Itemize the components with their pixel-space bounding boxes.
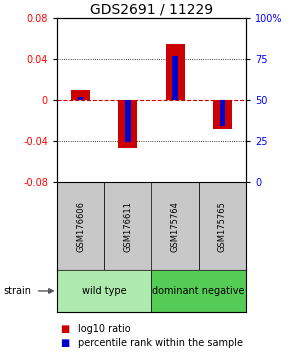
Bar xyxy=(172,56,178,100)
Text: wild type: wild type xyxy=(82,286,127,296)
Text: percentile rank within the sample: percentile rank within the sample xyxy=(78,338,243,348)
Bar xyxy=(104,182,152,270)
Bar xyxy=(57,270,152,312)
Text: log10 ratio: log10 ratio xyxy=(78,324,130,334)
Bar xyxy=(78,97,83,100)
Bar xyxy=(71,90,90,100)
Bar xyxy=(57,182,104,270)
Bar xyxy=(220,100,225,126)
Text: dominant negative: dominant negative xyxy=(152,286,245,296)
Text: ■: ■ xyxy=(60,338,69,348)
Bar xyxy=(125,100,131,142)
Bar xyxy=(213,100,232,129)
Text: GSM176606: GSM176606 xyxy=(76,201,85,252)
Text: GSM175764: GSM175764 xyxy=(171,201,180,252)
Text: ■: ■ xyxy=(60,324,69,334)
Bar xyxy=(118,100,137,148)
Bar xyxy=(152,270,246,312)
Title: GDS2691 / 11229: GDS2691 / 11229 xyxy=(90,2,213,17)
Text: GSM176611: GSM176611 xyxy=(123,201,132,252)
Bar xyxy=(152,182,199,270)
Bar xyxy=(199,182,246,270)
Text: GSM175765: GSM175765 xyxy=(218,201,227,252)
Text: strain: strain xyxy=(3,286,31,296)
Bar xyxy=(166,45,184,100)
